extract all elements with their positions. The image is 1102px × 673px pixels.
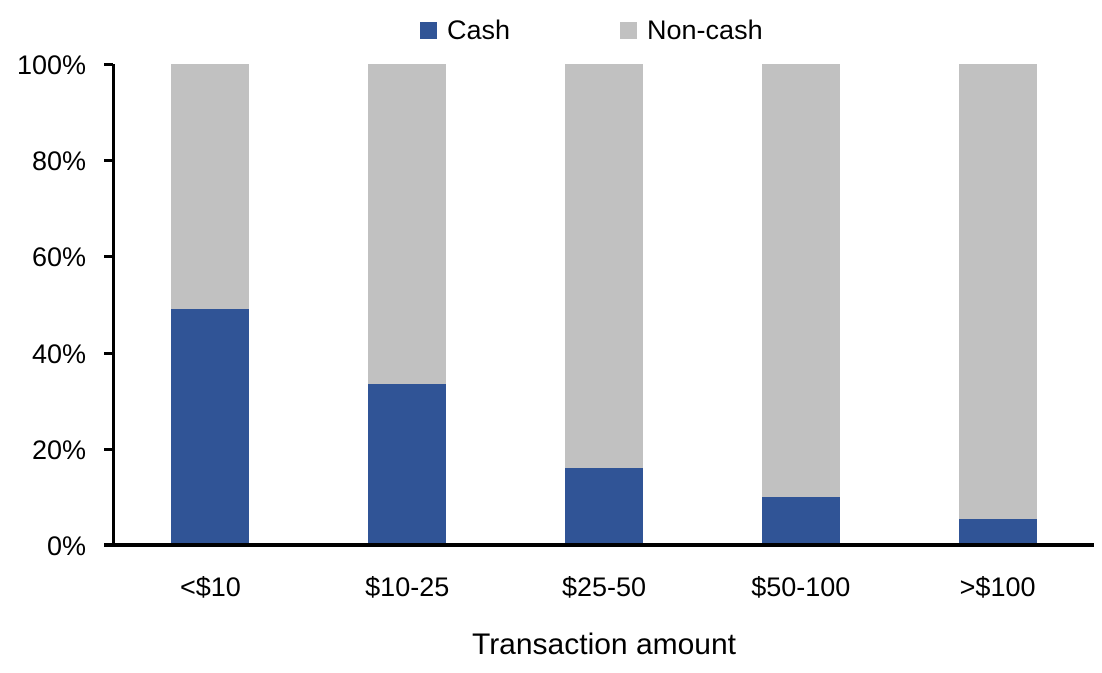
y-tick-40: [104, 351, 113, 355]
y-tick-label-80: 80%: [31, 146, 86, 177]
bar-25-50: [564, 64, 643, 545]
bar-segment-non-cash-10: [171, 64, 250, 310]
bar-100: [958, 64, 1037, 545]
legend-swatch-non-cash-icon: [620, 21, 638, 39]
bar-segment-cash-10: [171, 309, 250, 545]
y-tick-100: [104, 63, 113, 66]
plot-area: [112, 64, 1096, 545]
x-axis-title: Transaction amount: [471, 628, 737, 661]
y-tick-20: [104, 447, 113, 451]
y-tick-80: [104, 159, 113, 163]
y-tick-label-20: 20%: [31, 434, 86, 465]
legend-label-non-cash: Non-cash: [647, 15, 763, 45]
bar-segment-cash-100: [958, 518, 1037, 545]
x-axis-line: [104, 543, 1094, 547]
bar-slot-50-100: [702, 64, 899, 545]
bar-50-100: [761, 64, 840, 545]
bar-slot-10-25: [309, 64, 506, 545]
bar-segment-cash-25-50: [564, 468, 643, 545]
bar-segment-non-cash-100: [958, 64, 1037, 519]
bar-slot-10: [112, 64, 309, 545]
legend: Cash Non-cash: [420, 13, 763, 47]
y-tick-label-40: 40%: [31, 338, 86, 369]
legend-label-cash: Cash: [447, 15, 511, 45]
x-cat-label-10-25: $10-25: [365, 572, 450, 602]
legend-item-non-cash: Non-cash: [620, 13, 763, 47]
legend-swatch-cash-icon: [420, 21, 437, 39]
bar-slot-100: [899, 64, 1096, 545]
y-axis-line: [112, 64, 115, 547]
y-tick-label-0: 0%: [46, 531, 86, 561]
bar-10: [171, 64, 250, 545]
bar-segment-cash-10-25: [368, 383, 447, 545]
bar-segment-cash-50-100: [761, 496, 840, 545]
x-axis-labels: <$10 $10-25 $25-50 $50-100 >$100: [112, 572, 1096, 602]
bar-segment-non-cash-10-25: [368, 64, 447, 384]
bar-10-25: [368, 64, 447, 545]
y-tick-60: [104, 255, 113, 259]
y-tick-label-100: 100%: [16, 50, 86, 80]
bar-segment-non-cash-50-100: [761, 64, 840, 497]
bar-slot-25-50: [506, 64, 703, 545]
bar-segment-non-cash-25-50: [564, 64, 643, 469]
legend-item-cash: Cash: [420, 13, 510, 47]
x-cat-label-25-50: $25-50: [561, 572, 647, 602]
x-cat-label-50-100: $50-100: [751, 572, 851, 602]
bars-row: [112, 64, 1096, 545]
y-tick-label-60: 60%: [31, 242, 86, 273]
x-cat-label-10: <$10: [179, 572, 241, 602]
x-cat-label-100: >$100: [959, 572, 1036, 602]
